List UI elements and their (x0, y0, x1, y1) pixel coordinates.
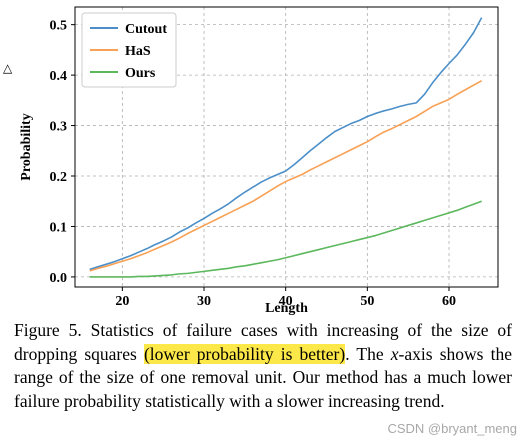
watermark: CSDN @bryant_meng (387, 421, 517, 436)
grid (75, 7, 498, 287)
y-tick-label: 0.0 (50, 271, 68, 286)
figure-caption: Figure 5. Statistics of failure cases wi… (14, 319, 512, 413)
y-tick-label: 0.2 (50, 170, 68, 185)
caption-highlight: (lower probability is better) (143, 343, 346, 364)
x-tick-label: 60 (442, 294, 456, 309)
legend-label-cutout: Cutout (125, 22, 167, 37)
x-tick-label: 40 (279, 294, 293, 309)
x-tick-label: 30 (197, 294, 211, 309)
plot-frame (74, 6, 499, 288)
legend: Cutout HaS Ours (81, 12, 177, 88)
x-axis-label: Length (265, 301, 308, 316)
x-tick-label: 50 (360, 294, 374, 309)
ticks: 20 30 40 50 60 0.0 0.1 0.2 0.3 0.4 0.5 (50, 19, 457, 309)
series-line-cutout (89, 17, 483, 271)
y-tick-label: 0.5 (50, 19, 68, 34)
legend-label-ours: Ours (125, 66, 156, 81)
chart: ◁ 20 30 40 50 60 0.0 0.1 0.2 0.3 0.4 0.5 Length Pr… (2, 6, 499, 316)
series-line-has (89, 79, 483, 272)
y-axis-label: Probability (19, 113, 34, 180)
y-tick-label: 0.4 (50, 69, 68, 84)
y-tick-label: 0.3 (50, 120, 68, 135)
y-tick-label: 0.1 (50, 220, 68, 235)
legend-label-has: HaS (125, 44, 151, 59)
line-chart: 20 30 40 50 60 0.0 0.1 0.2 0.3 0.4 0.5 Length Prob… (19, 6, 499, 316)
caption-mid2: -axis shows the range of the size of one… (14, 343, 512, 411)
x-tick-label: 20 (115, 294, 129, 309)
series-layer (89, 17, 483, 278)
caption-mid1: . The (345, 343, 391, 364)
caption-prefix: Figure 5. Statistics of failure cases wi… (14, 320, 512, 364)
legend-box (81, 12, 177, 88)
caption-var-x: x (390, 343, 399, 364)
series-line-ours (89, 200, 482, 278)
